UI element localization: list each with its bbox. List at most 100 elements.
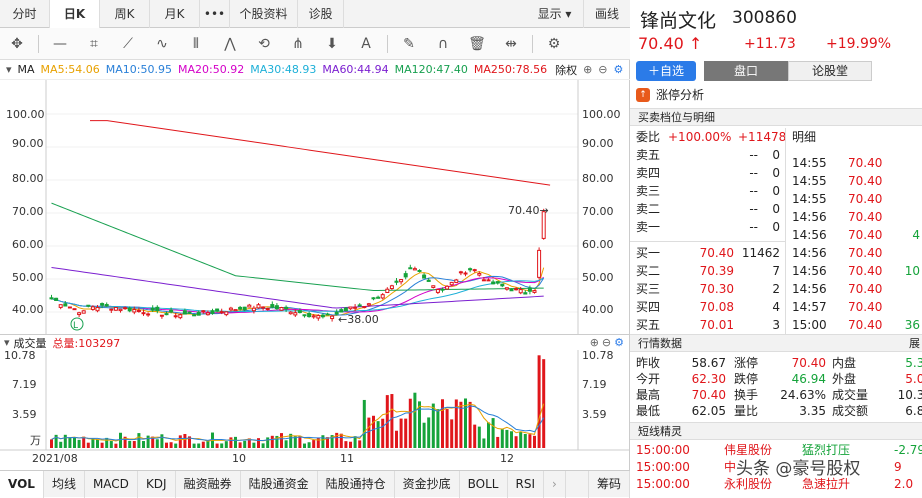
quote-value: 58.67	[691, 356, 726, 370]
tab-profile[interactable]: 个股资料	[230, 0, 298, 28]
tab-pankou[interactable]: 盘口	[704, 61, 788, 81]
tab-kdj[interactable]: KDJ	[138, 470, 176, 498]
add-icon[interactable]: ⊕	[583, 63, 593, 76]
price-axis-label: 100.00	[6, 108, 45, 121]
tab-daily-k[interactable]: 日K	[50, 0, 100, 28]
cycle-icon[interactable]: ⟲	[258, 35, 270, 52]
tab-vol[interactable]: VOL	[0, 470, 44, 498]
text-tool-icon[interactable]: A	[361, 35, 371, 52]
short-stock: 中	[724, 460, 737, 474]
line-tool-icon[interactable]: —	[53, 35, 67, 52]
quote-label: 跌停	[734, 372, 759, 386]
short-section: 短线精灵	[630, 422, 922, 440]
volume-chart[interactable]: 10.78 7.19 3.59 万 10.78 7.19 3.59 2021/0…	[0, 350, 630, 470]
price-axis-label: 80.00	[582, 172, 614, 185]
add-watchlist-button[interactable]: ＋自选	[636, 61, 696, 81]
tick-price: 70.40	[848, 246, 883, 260]
tick-volume: 10	[904, 264, 920, 278]
tab-hk-hold[interactable]: 陆股通持仓	[318, 470, 395, 498]
tab-macd[interactable]: MACD	[85, 470, 138, 498]
settings-icon[interactable]: ⚙	[547, 35, 561, 52]
draw-lines-button[interactable]: 画线	[594, 7, 619, 21]
fan-icon[interactable]: ⟋	[123, 35, 133, 52]
volume-axis-label: 7.19	[12, 378, 37, 391]
date-label: 2021/08	[32, 452, 78, 465]
add-icon[interactable]: ⊕	[589, 336, 599, 349]
price-axis-label: 60.00	[582, 238, 614, 251]
split-icon[interactable]: ⇹	[505, 35, 517, 52]
limit-analysis-link[interactable]: ↑ 涨停分析	[636, 86, 704, 103]
minus-icon[interactable]: ⊖	[601, 336, 612, 349]
volume-header: ▾ 成交量 总量:103297 ⊕ ⊖ ⚙	[0, 334, 630, 350]
short-stock: 伟星股份	[724, 443, 773, 457]
ma-dropdown[interactable]: ▾	[6, 63, 12, 76]
sell-level-label: 卖二	[636, 202, 661, 216]
tab-ma[interactable]: 均线	[44, 470, 85, 498]
tab-boll[interactable]: BOLL	[460, 470, 508, 498]
tick-time: 14:55	[792, 192, 827, 206]
more-indicators-icon[interactable]: ›	[544, 470, 566, 498]
price-axis-label: 70.00	[12, 205, 44, 218]
crop-icon[interactable]: ⌗	[90, 35, 98, 52]
stock-code: 300860	[732, 8, 797, 28]
tab-hk-flow[interactable]: 陆股通资金	[241, 470, 318, 498]
ma10-value: MA10:50.95	[105, 63, 172, 76]
short-time: 15:00:00	[636, 443, 690, 457]
price-axis-label: 50.00	[12, 271, 44, 284]
ma60-value: MA60:44.94	[322, 63, 389, 76]
zigzag-icon[interactable]: ⋀	[224, 35, 236, 52]
tab-margin[interactable]: 融资融券	[176, 470, 241, 498]
expand-button[interactable]: 展	[909, 337, 920, 350]
move-icon[interactable]: ✥	[11, 35, 23, 52]
tab-weekly-k[interactable]: 周K	[100, 0, 150, 28]
gear-icon[interactable]: ⚙	[614, 336, 624, 349]
drawing-toolbar: ✥ — ⌗ ⟋ ∿ ⦀ ⋀ ⟲ ⋔ ⬇ A ✎ ∩ 🗑 ⇹ ⚙	[0, 28, 630, 60]
indicator-tabs: VOL 均线 MACD KDJ 融资融券 陆股通资金 陆股通持仓 资金抄底 BO…	[0, 470, 630, 498]
more-periods-button[interactable]: •••	[200, 0, 230, 28]
quote-panel: 锋尚文化 300860 70.40 ↑ +11.73 +19.99% ＋自选 盘…	[630, 0, 922, 497]
tick-time: 14:56	[792, 264, 827, 278]
magnet-icon[interactable]: ∩	[437, 35, 449, 52]
watermark: 头条 @豪号股权	[736, 459, 861, 479]
weibi-value: +100.00%	[668, 130, 732, 144]
eraser-icon[interactable]: ✎	[403, 35, 415, 52]
display-dropdown[interactable]: 显示 ▾	[526, 0, 584, 28]
tab-chips[interactable]: 筹码	[587, 470, 630, 498]
buy-level-label: 买二	[636, 264, 661, 278]
quote-value: 62.05	[691, 404, 726, 418]
kline-chart[interactable]: 100.00 90.00 80.00 70.00 60.00 50.00 40.…	[0, 80, 630, 334]
tick-time: 14:56	[792, 210, 827, 224]
ma120-value: MA120:47.40	[394, 63, 468, 76]
volume-dropdown[interactable]: ▾	[4, 336, 10, 349]
short-event: 猛烈打压	[802, 443, 851, 457]
tab-forum[interactable]: 论股堂	[788, 61, 872, 81]
volume-axis-label: 万	[30, 434, 41, 447]
tab-diagnosis[interactable]: 诊股	[298, 0, 344, 28]
date-label: 10	[232, 452, 246, 465]
tick-volume	[900, 244, 920, 262]
quote-label: 外盘	[832, 372, 857, 386]
fuquan-dropdown[interactable]: 除权	[555, 63, 578, 77]
ma30-value: MA30:48.93	[250, 63, 317, 76]
trash-icon[interactable]: 🗑	[468, 35, 486, 52]
bars-icon[interactable]: ⦀	[192, 35, 200, 52]
tick-time: 15:00	[792, 318, 827, 332]
tab-timeshare[interactable]: 分时	[0, 0, 50, 28]
short-value: -2.79	[894, 443, 922, 457]
tab-rsi[interactable]: RSI	[508, 470, 544, 498]
tab-monthly-k[interactable]: 月K	[150, 0, 200, 28]
gear-icon[interactable]: ⚙	[613, 63, 624, 76]
short-stock: 永利股份	[724, 477, 773, 491]
volume-label: 成交量	[13, 336, 47, 350]
buy-level-label: 买五	[636, 318, 661, 332]
wave-icon[interactable]: ∿	[156, 35, 168, 52]
date-label: 11	[340, 452, 354, 465]
tick-volume	[900, 190, 920, 208]
minus-icon[interactable]: ⊖	[598, 63, 608, 76]
fork-icon[interactable]: ⋔	[292, 35, 304, 52]
price-axis-label: 70.00	[582, 205, 614, 218]
low-annotation: ←38.00	[338, 313, 379, 326]
arrow-down-icon[interactable]: ⬇	[326, 35, 338, 52]
volume-axis-label: 3.59	[12, 408, 37, 421]
tab-bottom-fund[interactable]: 资金抄底	[395, 470, 460, 498]
